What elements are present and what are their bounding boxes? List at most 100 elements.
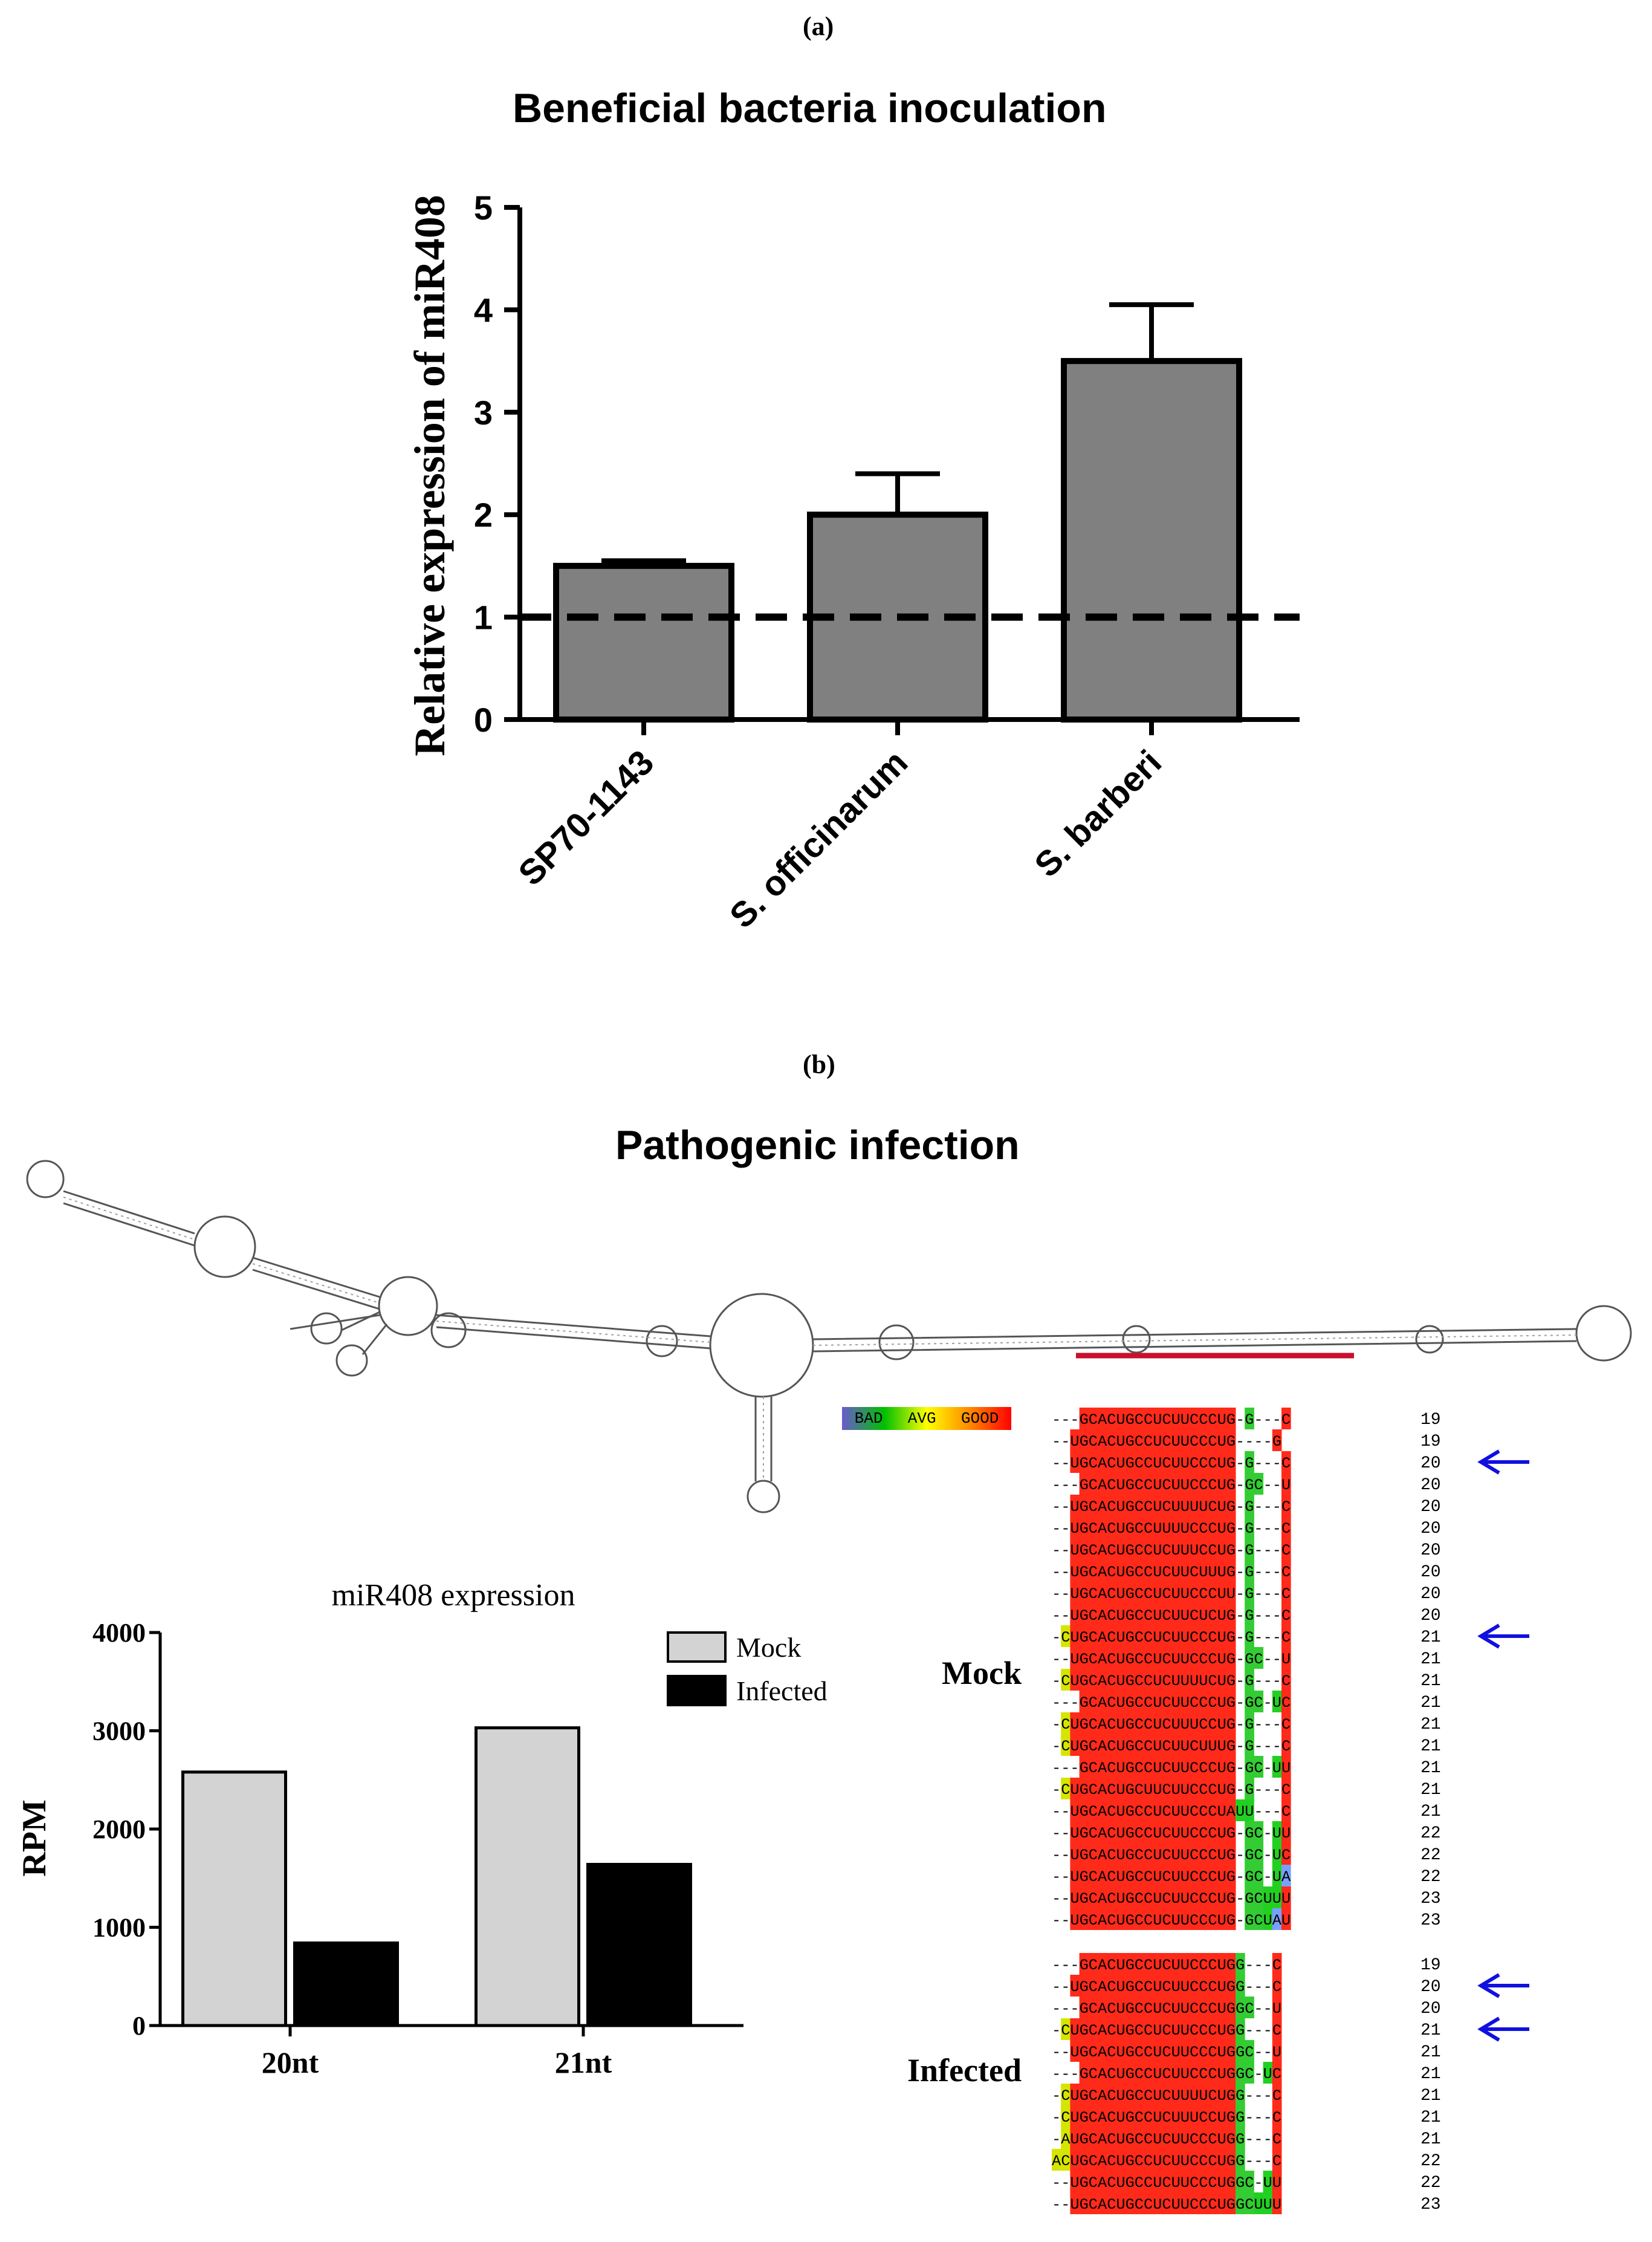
residue-cell [1070, 1429, 1080, 1451]
residue-cell [1217, 2192, 1227, 2214]
residue-cell [1190, 1997, 1199, 2018]
residue-cell [1171, 1429, 1181, 1451]
residue-cell [1190, 2192, 1199, 2214]
length-label: 21 [1420, 1715, 1441, 1734]
residue-cell [1088, 2149, 1098, 2171]
residue-cell [1272, 1843, 1282, 1865]
residue-cell [1070, 1778, 1080, 1799]
residue-cell [1217, 1734, 1227, 1756]
residue-cell [1226, 2105, 1236, 2127]
residue-cell [1079, 1691, 1089, 1712]
residue-cell [1098, 1647, 1107, 1669]
stem [436, 1314, 711, 1350]
residue-cell [1107, 2149, 1116, 2171]
residue-cell [1125, 1451, 1135, 1473]
residue-cell [1070, 2171, 1080, 2192]
residue-cell [1144, 2192, 1153, 2214]
residue-cell [1098, 2105, 1107, 2127]
length-label: 21 [1420, 1694, 1441, 1712]
residue-cell [1088, 1997, 1098, 2018]
residue-cell [1125, 2171, 1135, 2192]
residue-cell [1088, 1604, 1098, 1625]
residue-cell [1199, 2105, 1208, 2127]
residue-cell [1199, 1604, 1208, 1625]
residue-cell [1144, 1865, 1153, 1886]
residue-cell [1190, 1865, 1199, 1886]
residue-cell [1144, 1669, 1153, 1691]
residue-cell [1208, 2171, 1218, 2192]
residue-cell [1199, 1886, 1208, 1908]
residue-cell [1079, 2018, 1089, 2040]
residue-cell [1107, 1604, 1116, 1625]
residue-cell [1088, 1756, 1098, 1778]
residue-cell [1208, 1865, 1218, 1886]
residue-cell [1281, 1560, 1291, 1582]
residue-cell [1088, 2127, 1098, 2149]
residue-cell [1199, 1843, 1208, 1865]
residue-cell [1070, 1451, 1080, 1473]
residue-cell [1079, 2105, 1089, 2127]
residue-cell [1190, 2149, 1199, 2171]
residue-cell [1254, 1473, 1264, 1495]
residue-cell [1245, 2062, 1254, 2084]
residue-cell [1079, 2040, 1089, 2062]
residue-cell [1180, 1799, 1190, 1821]
residue-cell [1153, 1451, 1162, 1473]
residue-cell [1281, 1625, 1291, 1647]
residue-cell [1107, 1451, 1116, 1473]
residue-cell [1281, 1712, 1291, 1734]
residue-cell [1098, 2127, 1107, 2149]
residue-cell [1144, 1451, 1153, 1473]
residue-cell [1254, 1756, 1264, 1778]
residue-cell [1098, 1691, 1107, 1712]
residue-cell [1088, 1451, 1098, 1473]
residue-cell [1199, 1429, 1208, 1451]
residue-cell [1061, 1734, 1071, 1756]
residue-cell [1088, 2171, 1098, 2192]
residue-cell [1254, 1691, 1264, 1712]
residue-cell [1144, 2084, 1153, 2105]
residue-cell [1088, 1865, 1098, 1886]
y-tick-label: 3 [474, 394, 493, 432]
residue-cell [1079, 1799, 1089, 1821]
y-tick-label: 4000 [92, 1618, 146, 1648]
residue-cell [1107, 1997, 1116, 2018]
residue-cell [1208, 1538, 1218, 1560]
residue-cell [1098, 1712, 1107, 1734]
residue-cell [1107, 1975, 1116, 1997]
residue-cell [1153, 1712, 1162, 1734]
residue-cell [1171, 1712, 1181, 1734]
residue-cell [1245, 2040, 1254, 2062]
residue-cell [1199, 1997, 1208, 2018]
legend-label-mock: Mock [736, 1632, 801, 1663]
residue-cell [1162, 1538, 1172, 1560]
residue-cell [1098, 1799, 1107, 1821]
residue-cell [1208, 2192, 1218, 2214]
residue-cell [1134, 1865, 1144, 1886]
residue-cell [1245, 1756, 1254, 1778]
residue-cell [1162, 1691, 1172, 1712]
bar-3 [1061, 358, 1242, 723]
residue-cell [1171, 1582, 1181, 1604]
y-tick-label: 0 [132, 2011, 146, 2041]
residue-cell [1171, 1734, 1181, 1756]
residue-cell [1190, 1669, 1199, 1691]
residue-cell [1171, 1843, 1181, 1865]
residue-cell [1171, 2084, 1181, 2105]
residue-cell [1125, 1604, 1135, 1625]
residue-cell [1153, 2127, 1162, 2149]
residue-cell [1125, 1560, 1135, 1582]
residue-cell [1236, 1975, 1245, 1997]
residue-cell [1153, 1778, 1162, 1799]
residue-cell [1116, 1625, 1126, 1647]
sequence-text: --UGCACUGCCUCUUCCCUG-GCUAU [1052, 1912, 1291, 1929]
residue-cell [1190, 1734, 1199, 1756]
residue-cell [1180, 1997, 1190, 2018]
residue-cell [1088, 1647, 1098, 1669]
residue-cell [1098, 1821, 1107, 1843]
length-label: 22 [1420, 1868, 1441, 1886]
residue-cell [1153, 1582, 1162, 1604]
sequence-text: -CUGCACUGCCUCUUCUUUG-G---C [1052, 1738, 1291, 1755]
sequence-text: --UGCACUGCCUCUUCCCUGGC-UU [1052, 2174, 1281, 2192]
residue-cell [1098, 1865, 1107, 1886]
